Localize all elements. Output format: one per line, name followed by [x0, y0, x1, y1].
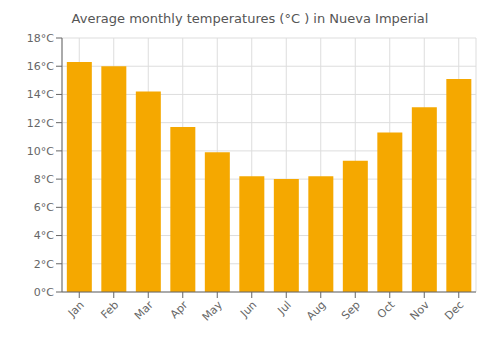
- svg-text:Mar: Mar: [132, 298, 156, 322]
- svg-text:6°C: 6°C: [34, 201, 54, 214]
- svg-text:Dec: Dec: [442, 298, 466, 322]
- svg-text:16°C: 16°C: [27, 60, 54, 73]
- svg-text:Nov: Nov: [408, 298, 433, 323]
- svg-text:0°C: 0°C: [34, 286, 54, 299]
- svg-text:Oct: Oct: [375, 298, 398, 321]
- svg-text:12°C: 12°C: [27, 117, 54, 130]
- svg-text:Feb: Feb: [98, 298, 121, 321]
- svg-text:Jan: Jan: [65, 298, 87, 320]
- svg-text:4°C: 4°C: [34, 229, 54, 242]
- svg-text:Aug: Aug: [304, 298, 328, 322]
- svg-text:8°C: 8°C: [34, 173, 54, 186]
- svg-text:10°C: 10°C: [27, 145, 54, 158]
- svg-text:Jul: Jul: [275, 298, 294, 317]
- svg-text:May: May: [200, 298, 226, 324]
- html-text:Average monthly temperatures (: Average monthly temperatures (°C ) in Nu…: [71, 11, 429, 26]
- svg-text:2°C: 2°C: [34, 258, 54, 271]
- svg-text:Sep: Sep: [339, 298, 363, 322]
- svg-text:18°C: 18°C: [27, 32, 54, 45]
- svg-text:14°C: 14°C: [27, 88, 54, 101]
- svg-text:Jun: Jun: [237, 298, 259, 320]
- svg-text:Apr: Apr: [168, 298, 191, 321]
